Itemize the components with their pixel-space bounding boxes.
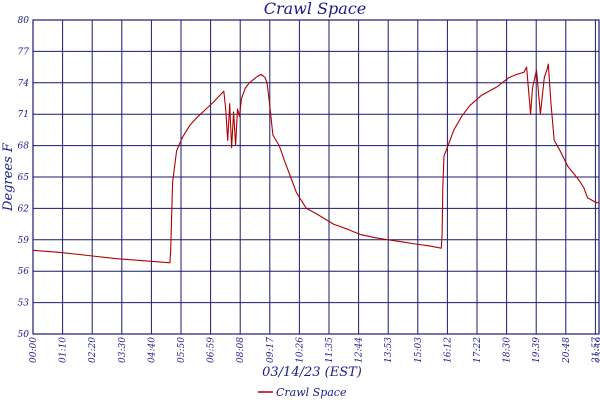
x-tick-label: 06:59 (207, 337, 217, 363)
x-axis-ticks: 00:00 01:10 02:20 03:30 04:40 05:50 06:59 08:08… (29, 337, 600, 364)
y-tick-label: 77 (18, 47, 30, 57)
x-tick-label: 16:12 (443, 337, 453, 363)
y-tick-label: 59 (18, 236, 30, 246)
x-axis-label: 03/14/23 (EST) (262, 365, 362, 380)
y-axis-label: Degrees F (1, 142, 16, 212)
y-tick-label: 53 (18, 299, 30, 309)
x-tick-label: 08:08 (236, 337, 246, 363)
x-tick-label: 20:48 (562, 337, 572, 364)
y-tick-label: 56 (18, 267, 30, 277)
x-tick-label: 21:57 (591, 337, 600, 364)
series-layer (32, 63, 600, 264)
legend-label: Crawl Space (276, 386, 347, 399)
x-tick-label: 09:17 (266, 337, 276, 363)
x-tick-label: 12:44 (355, 337, 365, 363)
x-tick-label: 02:20 (88, 337, 98, 363)
x-tick-label: 03:30 (118, 337, 128, 363)
x-tick-label: 04:40 (147, 337, 157, 363)
series-line-0 (32, 63, 600, 264)
x-tick-label: 05:50 (177, 337, 187, 363)
x-tick-label: 13:53 (384, 337, 394, 363)
x-tick-label: 23:59 (595, 337, 600, 364)
plot-area-frame (32, 19, 600, 335)
x-tick-label: 18:30 (503, 337, 513, 363)
legend: Crawl Space (258, 386, 347, 399)
y-tick-label: 50 (18, 330, 30, 340)
y-axis-ticks: 50 53 56 59 62 65 68 71 74 77 80 (18, 16, 30, 340)
y-tick-label: 80 (18, 16, 30, 26)
x-tick-label: 15:03 (414, 337, 424, 363)
y-tick-label: 65 (18, 173, 30, 183)
y-tick-label: 71 (18, 110, 29, 120)
chart-title: Crawl Space (264, 0, 367, 18)
y-tick-label: 62 (18, 204, 30, 214)
x-tick-label: 00:00 (29, 337, 39, 363)
x-tick-label: 17:22 (473, 337, 483, 363)
y-tick-label: 68 (18, 142, 30, 152)
x-tick-label: 01:10 (59, 337, 69, 363)
x-tick-label: 11:35 (325, 337, 335, 363)
y-tick-label: 74 (18, 79, 30, 89)
x-tick-label: 10:26 (295, 337, 305, 363)
x-tick-label: 19:39 (532, 337, 542, 363)
